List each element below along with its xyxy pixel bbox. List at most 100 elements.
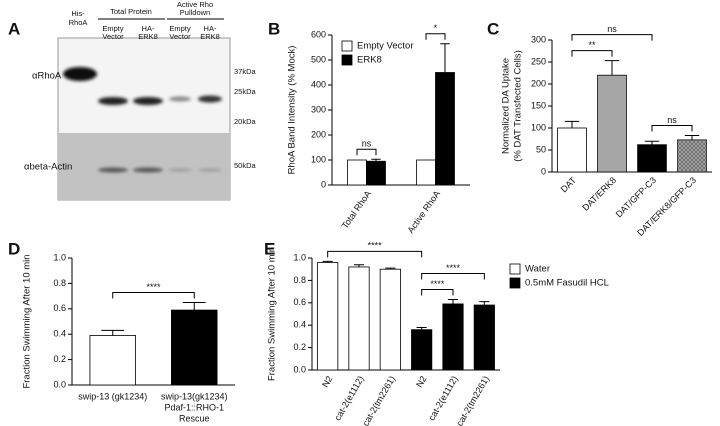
x-tick-label: cat-2(tm2261)	[360, 374, 397, 426]
bands	[63, 67, 222, 173]
significance-bracket	[651, 124, 693, 132]
y-tick-label: 250	[531, 56, 546, 66]
lane-label: ERK8	[138, 32, 158, 41]
significance-bracket	[421, 272, 485, 280]
significance-label: ns	[607, 24, 617, 34]
legend-swatch	[509, 277, 521, 289]
x-tick-label: cat-2(e1112)	[332, 374, 366, 422]
x-tick-label: swip-13 (gk1234)	[78, 391, 147, 401]
x-tick-label: Rescue	[179, 413, 210, 423]
error-bar	[101, 329, 125, 336]
lane-label: Vector	[169, 32, 191, 41]
y-tick-label: 200	[531, 78, 546, 88]
x-tick-label: swip-13(gk1234)	[161, 391, 228, 401]
lane-label: Empty	[102, 24, 124, 33]
y-tick-label: 300	[311, 104, 326, 114]
bar	[442, 303, 464, 371]
lane-label: RhoA	[69, 18, 88, 27]
significance-bracket	[571, 50, 613, 57]
bar	[317, 262, 339, 371]
lane-label: His-	[71, 9, 85, 18]
antibody-label: αbeta-Actin	[24, 162, 72, 173]
y-axis-label: Normalized DA Uptake	[501, 58, 512, 154]
significance-label: ****	[146, 282, 161, 292]
bar	[435, 72, 455, 186]
y-tick-label: 500	[311, 54, 326, 64]
y-tick-label: 0.2	[293, 342, 306, 352]
panel-label: E	[264, 239, 275, 258]
y-tick-label: 1.0	[53, 252, 66, 262]
legend-swatch	[341, 54, 353, 66]
bar	[411, 329, 433, 371]
x-tick-label: DAT/GFP-C3	[614, 175, 658, 219]
significance-bracket	[112, 291, 195, 299]
panel-label: B	[268, 19, 280, 38]
blot-lower	[58, 133, 230, 200]
y-tick-label: 0.0	[293, 364, 306, 374]
lane-label: ERK8	[200, 32, 220, 41]
lane-label: Vector	[102, 32, 124, 41]
y-tick-label: 200	[311, 129, 326, 139]
error-bar	[371, 158, 381, 162]
bar	[597, 74, 627, 173]
x-tick-label: cat-2(tm2261)	[454, 374, 491, 426]
error-bar	[385, 267, 396, 270]
panel-label: C	[487, 19, 499, 38]
y-tick-label: 50	[536, 144, 546, 154]
y-tick-label: 0.6	[53, 303, 66, 313]
group-label: Pulldown	[180, 8, 210, 17]
significance-bracket	[327, 250, 423, 258]
bar	[171, 309, 218, 386]
x-tick-label: DAT	[559, 175, 579, 195]
error-bar	[644, 140, 660, 145]
error-bar	[684, 134, 700, 140]
legend-swatch	[341, 40, 353, 52]
bar-hatch	[677, 139, 707, 172]
y-tick-label: 1.0	[293, 252, 306, 262]
group-label: Active Rho	[177, 0, 213, 9]
significance-label: **	[588, 40, 596, 50]
significance-label: ****	[368, 241, 383, 251]
antibody-label: αRhoA	[32, 71, 62, 82]
y-tick-label: 400	[311, 79, 326, 89]
x-tick-label: DAT/ERK8	[580, 175, 618, 213]
y-axis-label: Fraction Swimming After 10 min	[267, 247, 278, 381]
marker-label: 37kDa	[234, 67, 257, 76]
significance-bracket	[425, 33, 446, 40]
legend-swatch	[509, 263, 521, 275]
x-tick-label: cat-2(e1112)	[426, 374, 460, 422]
lane-label: HA-	[142, 24, 155, 33]
blot-panel: A His- RhoA Empty Vector HA- ERK8 Empty …	[8, 0, 257, 201]
group-label: Total Protein	[110, 7, 152, 16]
y-axis-label: Fraction Swimming After 10 min	[22, 254, 33, 388]
y-tick-label: 0.6	[293, 297, 306, 307]
bar	[89, 335, 136, 386]
bar	[416, 159, 436, 186]
y-tick-label: 0.8	[293, 275, 306, 285]
legend-label: 0.5mM Fasudil HCL	[525, 278, 609, 289]
marker-label: 20kDa	[234, 117, 257, 126]
significance-bracket	[356, 148, 377, 156]
y-tick-label: 0.8	[53, 278, 66, 288]
y-tick-label: 0.4	[293, 320, 306, 330]
significance-bracket	[421, 288, 454, 296]
lane-label: HA-	[204, 24, 217, 33]
y-tick-label: 0.2	[53, 354, 66, 364]
x-tick-label: Total RhoA	[340, 189, 373, 231]
error-bar	[440, 43, 450, 73]
x-tick-label: N2	[320, 374, 334, 389]
panel-label: A	[8, 19, 20, 38]
error-bar	[604, 60, 620, 76]
x-tick-label: Pdaf-1::RHO-1	[164, 402, 224, 412]
significance-bracket	[571, 34, 653, 41]
y-tick-label: 0	[541, 166, 546, 176]
y-tick-label: 0.0	[53, 379, 66, 389]
significance-label: ns	[667, 115, 677, 125]
legend-label: Water	[525, 264, 550, 275]
legend-label: Empty Vector	[357, 41, 414, 52]
significance-label: *	[434, 23, 438, 33]
x-tick-label: N2	[414, 374, 428, 389]
y-tick-label: 300	[531, 34, 546, 44]
marker-label: 25kDa	[234, 87, 257, 96]
